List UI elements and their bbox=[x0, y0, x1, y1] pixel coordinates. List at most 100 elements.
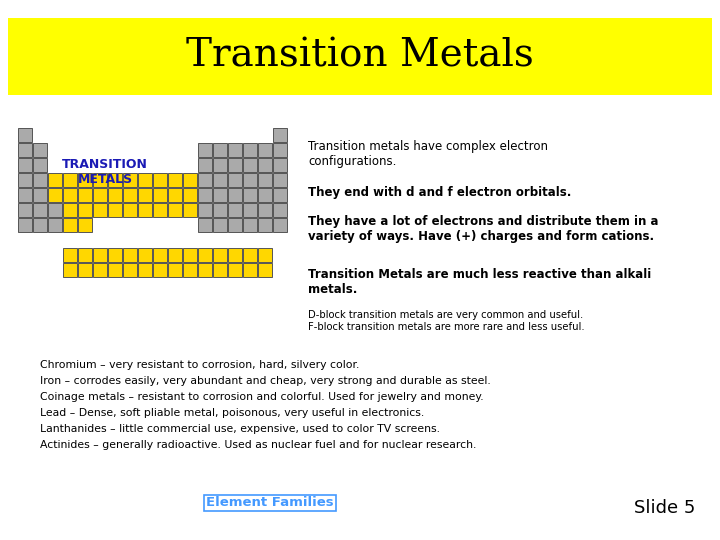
Bar bbox=[258, 218, 272, 232]
Bar bbox=[78, 173, 92, 187]
Bar bbox=[273, 218, 287, 232]
Bar bbox=[33, 173, 47, 187]
Bar bbox=[168, 248, 182, 262]
Bar bbox=[168, 263, 182, 277]
Bar bbox=[123, 263, 137, 277]
Bar bbox=[183, 263, 197, 277]
Bar bbox=[33, 143, 47, 157]
Bar bbox=[243, 248, 257, 262]
Bar bbox=[108, 188, 122, 202]
Bar bbox=[198, 263, 212, 277]
Text: Transition Metals are much less reactive than alkali
metals.: Transition Metals are much less reactive… bbox=[308, 268, 652, 296]
Bar bbox=[243, 263, 257, 277]
Bar bbox=[78, 188, 92, 202]
Bar bbox=[153, 203, 167, 217]
Bar bbox=[78, 203, 92, 217]
Bar bbox=[63, 173, 77, 187]
Bar bbox=[198, 203, 212, 217]
Bar bbox=[243, 173, 257, 187]
Bar bbox=[183, 188, 197, 202]
Bar bbox=[108, 173, 122, 187]
Bar bbox=[258, 173, 272, 187]
Bar bbox=[93, 173, 107, 187]
Text: They have a lot of electrons and distribute them in a
variety of ways. Have (+) : They have a lot of electrons and distrib… bbox=[308, 215, 659, 243]
Bar bbox=[243, 203, 257, 217]
Text: D-block transition metals are very common and useful.
F-block transition metals : D-block transition metals are very commo… bbox=[308, 310, 585, 332]
Bar bbox=[258, 188, 272, 202]
Bar bbox=[258, 248, 272, 262]
Bar bbox=[63, 203, 77, 217]
Bar bbox=[18, 173, 32, 187]
Bar bbox=[213, 188, 227, 202]
Bar bbox=[153, 248, 167, 262]
Bar bbox=[213, 143, 227, 157]
Bar bbox=[258, 143, 272, 157]
Bar bbox=[183, 173, 197, 187]
Bar bbox=[123, 173, 137, 187]
Bar bbox=[273, 128, 287, 142]
Bar bbox=[48, 203, 62, 217]
Bar bbox=[213, 218, 227, 232]
Bar bbox=[228, 173, 242, 187]
Bar bbox=[18, 158, 32, 172]
Bar bbox=[213, 203, 227, 217]
Text: Actinides – generally radioactive. Used as nuclear fuel and for nuclear research: Actinides – generally radioactive. Used … bbox=[40, 440, 477, 450]
Bar bbox=[138, 263, 152, 277]
Bar bbox=[138, 173, 152, 187]
Text: Element Families: Element Families bbox=[206, 496, 334, 510]
Bar bbox=[213, 173, 227, 187]
Bar bbox=[93, 203, 107, 217]
Bar bbox=[153, 188, 167, 202]
Bar bbox=[228, 188, 242, 202]
Bar bbox=[18, 218, 32, 232]
Bar bbox=[93, 263, 107, 277]
Bar bbox=[168, 173, 182, 187]
Bar bbox=[198, 158, 212, 172]
Text: Transition Metals: Transition Metals bbox=[186, 37, 534, 75]
Bar bbox=[63, 248, 77, 262]
Bar bbox=[78, 263, 92, 277]
Text: Lanthanides – little commercial use, expensive, used to color TV screens.: Lanthanides – little commercial use, exp… bbox=[40, 424, 440, 434]
Bar bbox=[198, 173, 212, 187]
Bar bbox=[273, 203, 287, 217]
Text: TRANSITION
METALS: TRANSITION METALS bbox=[62, 158, 148, 186]
Bar bbox=[48, 173, 62, 187]
Bar bbox=[18, 128, 32, 142]
Bar bbox=[18, 143, 32, 157]
Bar bbox=[258, 203, 272, 217]
Bar bbox=[18, 188, 32, 202]
Bar bbox=[228, 218, 242, 232]
Bar bbox=[198, 188, 212, 202]
Bar bbox=[63, 218, 77, 232]
Bar bbox=[48, 218, 62, 232]
Bar bbox=[108, 248, 122, 262]
Bar bbox=[228, 248, 242, 262]
Bar bbox=[228, 263, 242, 277]
Bar bbox=[273, 173, 287, 187]
Bar bbox=[183, 248, 197, 262]
Bar bbox=[153, 263, 167, 277]
Bar bbox=[123, 248, 137, 262]
Bar bbox=[213, 158, 227, 172]
Bar bbox=[168, 188, 182, 202]
Bar bbox=[273, 188, 287, 202]
Text: Coinage metals – resistant to corrosion and colorful. Used for jewelry and money: Coinage metals – resistant to corrosion … bbox=[40, 392, 484, 402]
Bar bbox=[123, 188, 137, 202]
Text: Chromium – very resistant to corrosion, hard, silvery color.: Chromium – very resistant to corrosion, … bbox=[40, 360, 359, 370]
Bar bbox=[243, 188, 257, 202]
Bar bbox=[63, 188, 77, 202]
Bar bbox=[183, 203, 197, 217]
Bar bbox=[243, 143, 257, 157]
Bar bbox=[108, 263, 122, 277]
Bar bbox=[48, 188, 62, 202]
Bar bbox=[93, 188, 107, 202]
Text: They end with d and f electron orbitals.: They end with d and f electron orbitals. bbox=[308, 186, 572, 199]
Bar bbox=[33, 218, 47, 232]
Text: Slide 5: Slide 5 bbox=[634, 499, 695, 517]
Bar bbox=[123, 203, 137, 217]
Bar bbox=[243, 218, 257, 232]
Bar bbox=[198, 218, 212, 232]
Bar bbox=[243, 158, 257, 172]
Bar bbox=[198, 143, 212, 157]
Bar bbox=[78, 218, 92, 232]
